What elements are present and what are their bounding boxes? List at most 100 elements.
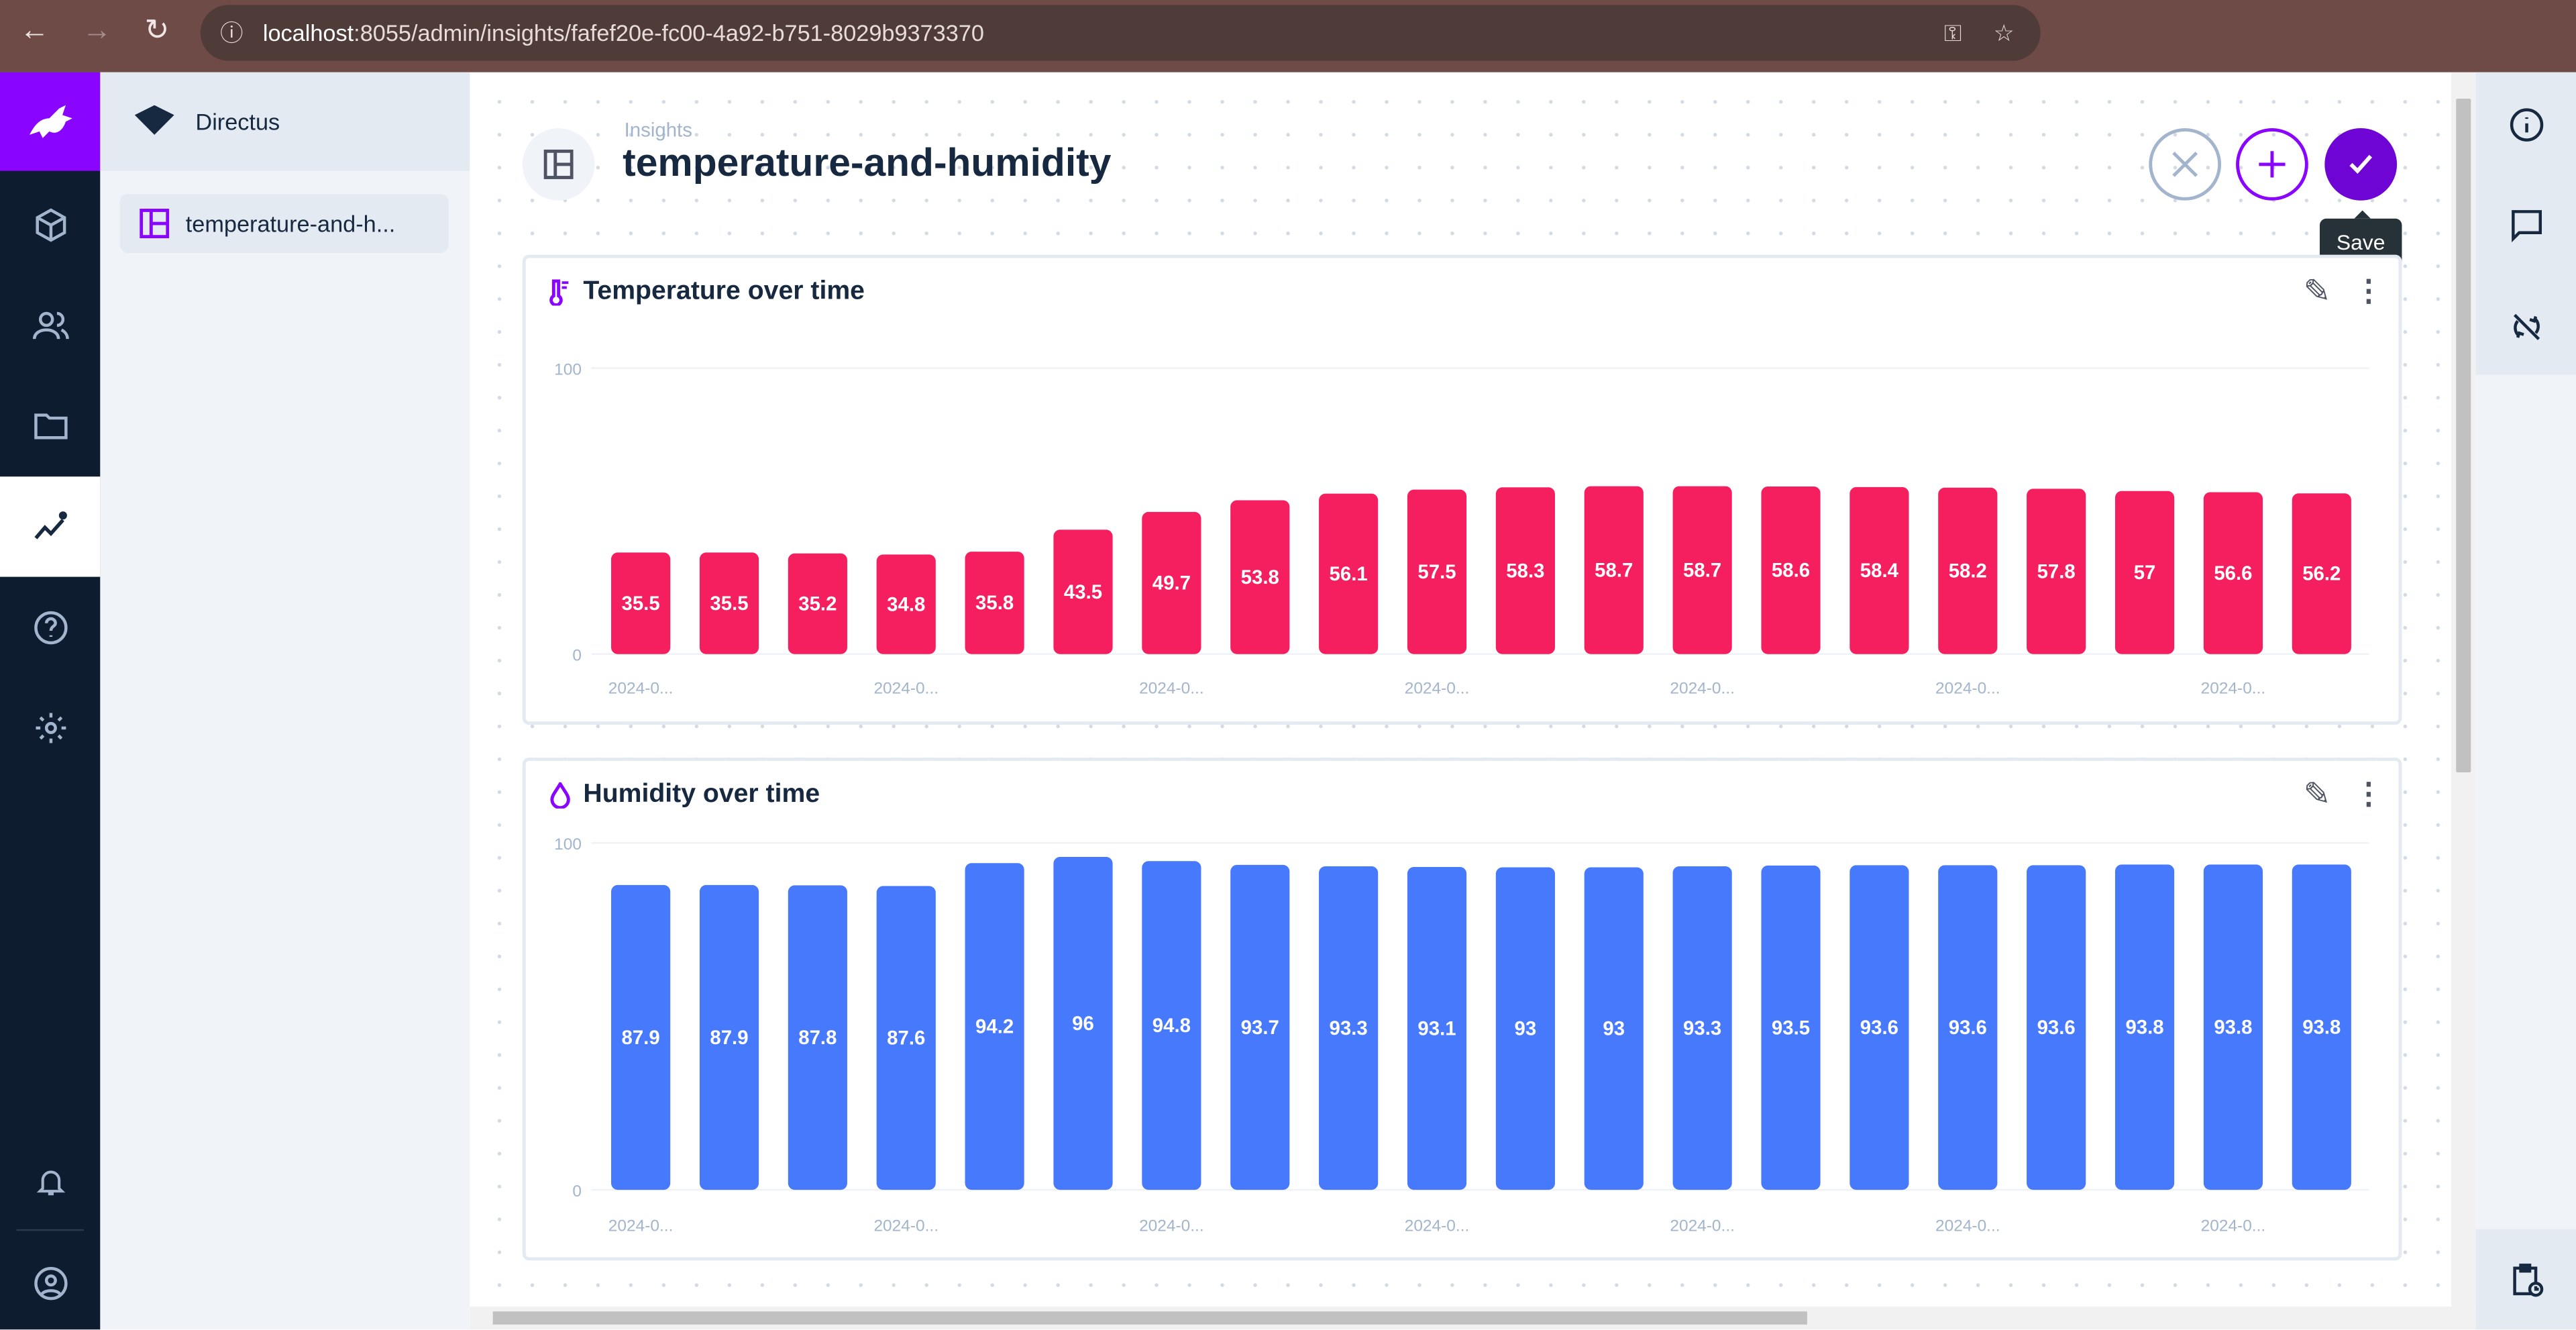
bar: [1053, 857, 1113, 1190]
edit-pencil-icon[interactable]: ✎: [2303, 274, 2331, 311]
browser-toolbar: ← → ↻ ⓘ localhost:8055/admin/insights/fa…: [0, 0, 2576, 72]
navigation-sidebar: Directus temperature-and-h...: [100, 72, 470, 1330]
water-drop-icon: [550, 782, 570, 809]
bar-data-label: 56.1: [1330, 563, 1368, 585]
module-bar: [0, 72, 101, 1330]
bar-data-label: 93.8: [2302, 1017, 2341, 1039]
bar: [1495, 487, 1555, 654]
clipboard-clock-icon[interactable]: [2476, 1229, 2576, 1329]
plus-icon: [2259, 151, 2286, 178]
bar-data-label: 94.2: [975, 1015, 1014, 1037]
x-tick-label: 2024-0...: [1935, 679, 2000, 697]
bar: [1849, 865, 1909, 1190]
bar: [1142, 511, 1201, 654]
bar-data-label: 93.8: [2125, 1017, 2163, 1039]
bar-data-label: 87.8: [798, 1027, 837, 1049]
bar: [876, 886, 936, 1190]
bar: [2292, 493, 2351, 654]
edit-pencil-icon[interactable]: ✎: [2303, 777, 2331, 814]
files-module-icon[interactable]: [0, 374, 100, 474]
scrollbar-thumb[interactable]: [2456, 98, 2471, 773]
x-tick-label: 2024-0...: [2201, 1217, 2266, 1235]
panel-actions: ✎ ⋮: [2303, 774, 2383, 815]
x-tick-label: 2024-0...: [608, 1217, 674, 1235]
bar-data-label: 56.6: [2214, 562, 2252, 584]
project-header[interactable]: Directus: [100, 72, 470, 171]
x-tick-label: 2024-0...: [1405, 679, 1470, 697]
breadcrumb[interactable]: Insights: [624, 118, 692, 142]
bar-data-label: 94.8: [1152, 1015, 1191, 1037]
y-tick-label: 100: [554, 835, 582, 854]
scrollbar-thumb[interactable]: [492, 1311, 1807, 1325]
bar: [965, 863, 1024, 1190]
bar-data-label: 57: [2134, 562, 2156, 584]
horizontal-scrollbar[interactable]: [470, 1306, 2476, 1330]
bar-data-label: 35.5: [710, 593, 748, 615]
more-vert-icon[interactable]: ⋮: [2353, 274, 2383, 307]
bar-data-label: 58.6: [1772, 560, 1810, 582]
bar-data-label: 49.7: [1152, 572, 1191, 595]
project-logo-icon: [134, 105, 174, 135]
key-icon[interactable]: ⚿: [1944, 19, 1962, 46]
x-tick-label: 2024-0...: [1139, 679, 1204, 697]
bar-data-label: 96: [1072, 1013, 1094, 1035]
bar-data-label: 57.8: [2037, 560, 2076, 582]
vertical-scrollbar[interactable]: [2451, 72, 2476, 1307]
bar: [2027, 865, 2086, 1190]
bar: [2292, 864, 2351, 1190]
bar: [611, 884, 671, 1190]
settings-gear-icon[interactable]: [0, 677, 100, 777]
bar-data-label: 57.5: [1417, 561, 1456, 583]
bar: [1407, 866, 1467, 1190]
bar: [1142, 861, 1201, 1190]
notifications-bell-icon[interactable]: [0, 1131, 100, 1231]
bar-data-label: 93.6: [2037, 1017, 2076, 1039]
site-info-icon[interactable]: ⓘ: [220, 19, 244, 46]
bookmark-star-icon[interactable]: ☆: [1993, 19, 2015, 46]
forward-icon[interactable]: →: [82, 13, 112, 46]
panel-header: Humidity over time: [549, 780, 820, 810]
cancel-button[interactable]: [2149, 128, 2222, 201]
bar: [1495, 867, 1555, 1190]
help-icon[interactable]: [0, 577, 100, 677]
back-icon[interactable]: ←: [19, 13, 50, 46]
insights-module-icon[interactable]: [0, 476, 101, 577]
x-tick-label: 2024-0...: [1935, 1217, 2000, 1235]
bar-data-label: 93: [1603, 1018, 1625, 1040]
users-module-icon[interactable]: [0, 274, 100, 374]
bar-data-label: 93.6: [1860, 1017, 1898, 1039]
bar-data-label: 87.9: [710, 1027, 748, 1049]
add-panel-button[interactable]: [2236, 128, 2308, 201]
bar: [611, 552, 671, 654]
bar: [1849, 487, 1909, 654]
project-name: Directus: [195, 108, 280, 135]
y-tick-label: 0: [572, 1182, 582, 1200]
save-button[interactable]: [2324, 128, 2398, 201]
reload-icon[interactable]: ↻: [144, 13, 170, 46]
bar: [1672, 866, 1732, 1190]
bar-data-label: 58.7: [1683, 559, 1721, 581]
directus-logo[interactable]: [0, 72, 101, 171]
bar: [1053, 529, 1113, 654]
bar: [1761, 486, 1821, 654]
x-tick-label: 2024-0...: [608, 679, 674, 697]
info-icon[interactable]: [2476, 74, 2576, 174]
address-bar[interactable]: ⓘ localhost:8055/admin/insights/fafef20e…: [200, 5, 2041, 61]
divider: [16, 1229, 84, 1231]
bar-data-label: 35.5: [622, 593, 660, 615]
comments-icon[interactable]: [2476, 174, 2576, 274]
auto-refresh-off-icon[interactable]: [2476, 276, 2576, 376]
bar-data-label: 93.5: [1772, 1017, 1810, 1039]
nav-item-dashboard[interactable]: temperature-and-h...: [119, 193, 449, 254]
bar: [1319, 493, 1379, 654]
bar-data-label: 87.6: [887, 1027, 925, 1050]
x-tick-label: 2024-0...: [2201, 679, 2266, 697]
bar: [1584, 867, 1644, 1190]
content-module-icon[interactable]: [0, 174, 100, 274]
humidity-bar-chart: 0 100 87.9 87.9 87.8 87.6 94.2 96 94.8 93.7 93.3 93…: [554, 835, 2369, 1235]
panel-title: Temperature over time: [583, 277, 865, 306]
more-vert-icon[interactable]: ⋮: [2353, 777, 2383, 811]
user-avatar-icon[interactable]: [0, 1233, 100, 1330]
url-path: :8055/admin/insights/fafef20e-fc00-4a92-…: [354, 19, 984, 46]
sidebar-right: [2475, 72, 2576, 1330]
